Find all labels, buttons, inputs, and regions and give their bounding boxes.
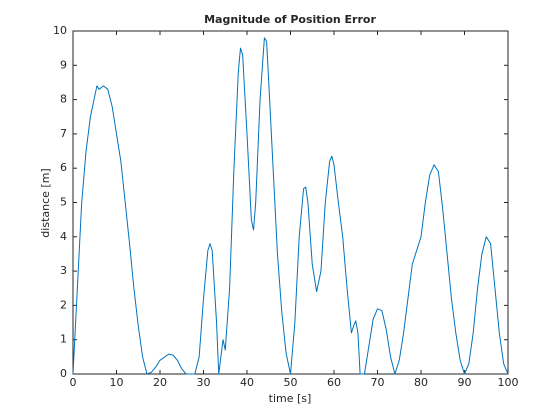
x-tick-label: 50 <box>284 376 298 389</box>
y-tick-label: 0 <box>60 367 67 380</box>
y-tick-label: 2 <box>60 298 67 311</box>
y-axis-label: distance [m] <box>39 168 52 237</box>
x-tick-label: 100 <box>498 376 519 389</box>
y-tick-label: 10 <box>53 24 67 37</box>
plot-box <box>72 30 509 375</box>
x-tick-label: 10 <box>110 376 124 389</box>
x-tick-label: 40 <box>240 376 254 389</box>
y-tick-label: 8 <box>60 93 67 106</box>
y-tick-label: 5 <box>60 196 67 209</box>
chart-title: Magnitude of Position Error <box>204 13 376 26</box>
y-tick-label: 6 <box>60 161 67 174</box>
y-tick-label: 7 <box>60 127 67 140</box>
data-line <box>72 37 509 375</box>
y-tick-label: 9 <box>60 58 67 71</box>
x-tick-label: 20 <box>153 376 167 389</box>
y-tick-label: 1 <box>60 333 67 346</box>
x-tick-label: 0 <box>70 376 77 389</box>
x-axis-label: time [s] <box>269 392 312 405</box>
x-tick-label: 80 <box>414 376 428 389</box>
y-tick-label: 3 <box>60 264 67 277</box>
x-tick-label: 90 <box>458 376 472 389</box>
x-tick-label: 70 <box>371 376 385 389</box>
y-tick-label: 4 <box>60 230 67 243</box>
x-tick-label: 60 <box>327 376 341 389</box>
x-tick-label: 30 <box>197 376 211 389</box>
